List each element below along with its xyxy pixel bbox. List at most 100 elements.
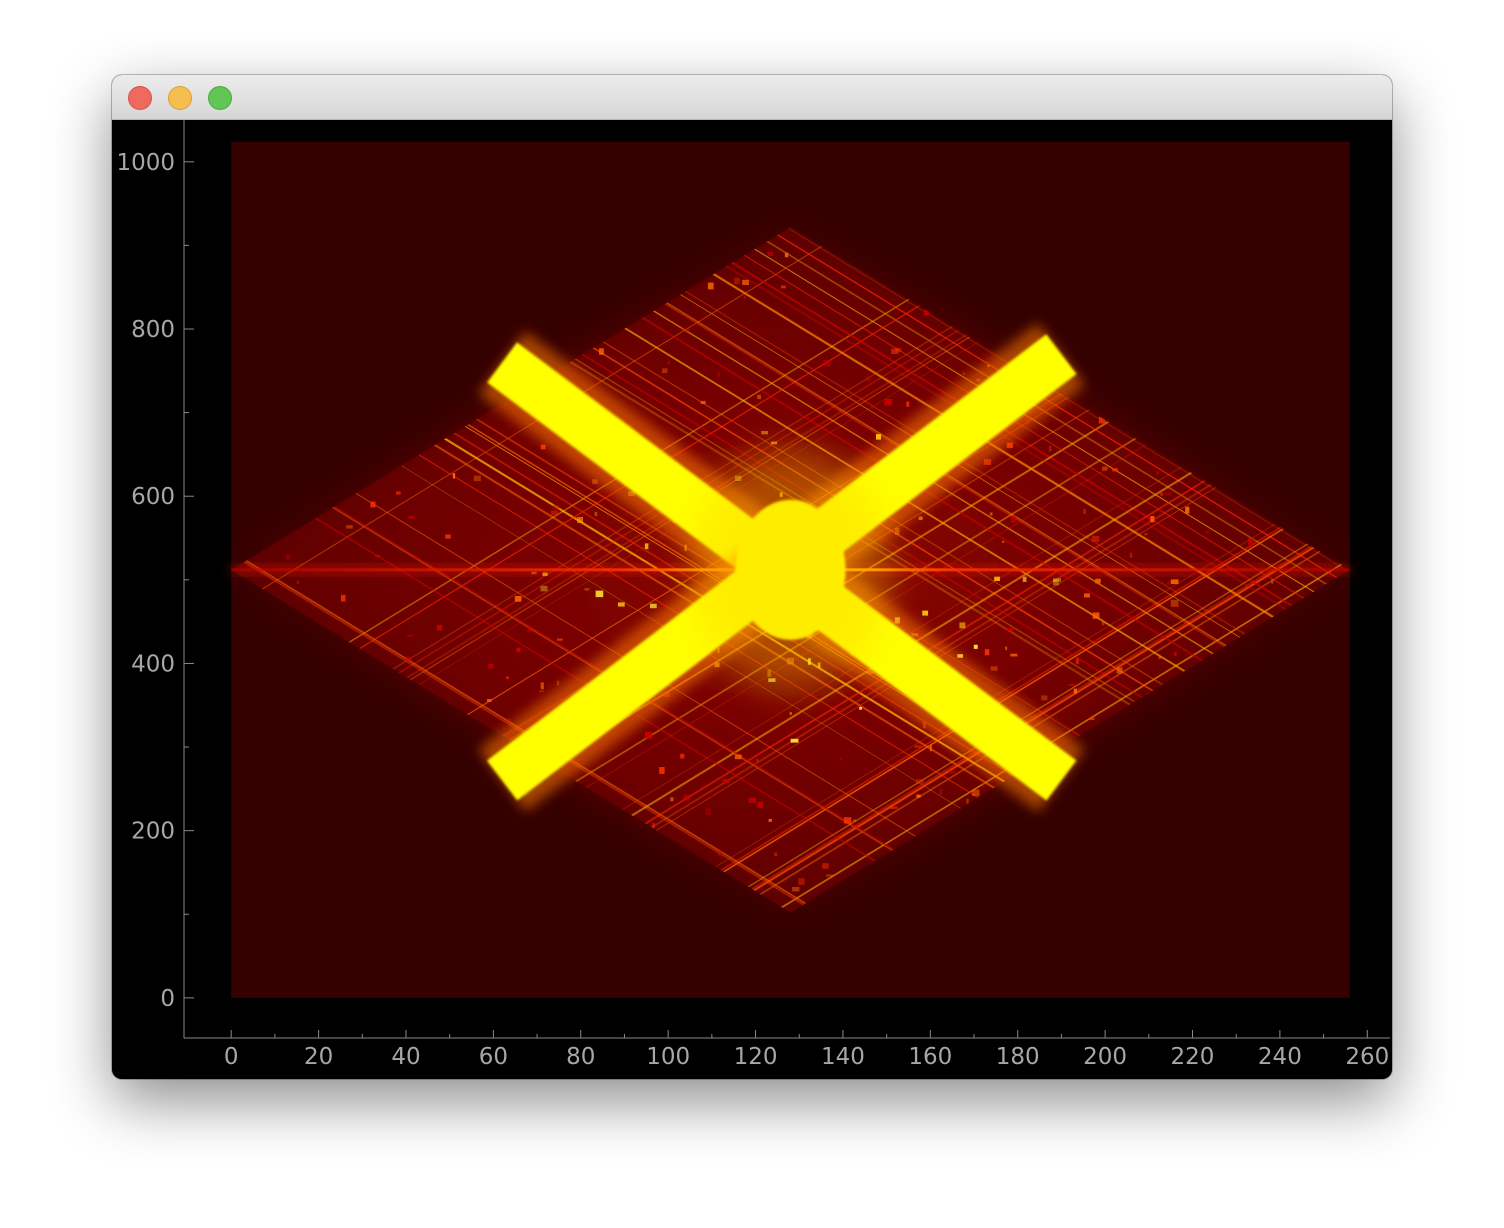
texture-speckle [540,682,544,690]
texture-speckle [1158,655,1162,659]
texture-speckle [375,555,381,558]
texture-speckle [743,295,747,299]
x-tick-label: 240 [1258,1044,1302,1070]
texture-speckle [1091,535,1100,542]
texture-speckle [790,738,799,743]
x-tick-label: 180 [996,1044,1040,1070]
texture-speckle [1022,576,1027,582]
texture-speckle [916,794,921,798]
texture-speckle [894,527,900,535]
texture-speckle [681,328,690,333]
texture-speckle [767,251,774,256]
texture-speckle [1010,653,1018,657]
close-button[interactable] [128,86,152,110]
texture-speckle [452,472,456,479]
texture-speckle [1185,506,1190,514]
texture-speckle [1102,466,1108,471]
texture-speckle [914,745,922,748]
texture-speckle [1271,579,1274,584]
texture-speckle [973,644,978,649]
texture-speckle [876,434,882,440]
texture-speckle [852,819,857,823]
texture-speckle [761,430,768,435]
texture-speckle [889,806,898,809]
texture-speckle [929,745,932,752]
texture-speckle [1083,509,1086,515]
texture-speckle [1156,471,1159,475]
title-bar [112,75,1392,120]
texture-speckle [527,626,532,632]
x-tick-label: 80 [566,1044,595,1070]
texture-speckle [781,285,786,289]
texture-speckle [770,441,778,445]
texture-speckle [705,808,712,815]
texture-speckle [1248,538,1254,546]
texture-speckle [644,543,649,550]
texture-speckle [774,852,778,857]
texture-speckle [1112,468,1118,472]
texture-speckle [891,348,899,355]
texture-speckle [994,576,1000,581]
x-tick-label: 0 [224,1044,239,1070]
x-tick-label: 100 [646,1044,690,1070]
texture-speckle [408,515,415,520]
x-tick-label: 40 [391,1044,420,1070]
texture-speckle [296,580,300,584]
texture-speckle [989,512,993,516]
texture-speckle [756,758,759,762]
texture-speckle [659,766,665,774]
heatmap-image [231,141,1350,998]
texture-speckle [1116,667,1123,674]
texture-speckle [700,400,706,405]
texture-speckle [667,361,670,365]
texture-speckle [784,252,789,258]
texture-speckle [859,706,863,710]
texture-speckle [540,585,548,592]
zoom-button[interactable] [208,86,232,110]
y-tick-label: 600 [131,484,175,510]
x-tick-label: 260 [1345,1044,1389,1070]
texture-speckle [1083,593,1091,598]
y-tick-label: 800 [131,317,175,343]
y-tick-label: 200 [131,819,175,845]
x-tick-label: 120 [734,1044,778,1070]
texture-speckle [939,788,943,796]
texture-speckle [895,347,902,353]
texture-speckle [785,265,788,270]
texture-speckle [734,754,742,760]
texture-speckle [649,603,657,609]
texture-speckle [792,886,800,892]
texture-speckle [982,781,985,788]
texture-speckle [748,797,757,803]
y-tick-label: 1000 [116,150,175,176]
texture-speckle [1006,628,1014,631]
y-tick-label: 400 [131,651,175,677]
x-tick-label: 20 [304,1044,333,1070]
texture-speckle [1160,492,1164,496]
texture-speckle [789,712,792,715]
texture-speckle [662,368,668,374]
texture-speckle [396,491,401,495]
texture-speckle [1053,579,1059,586]
texture-speckle [595,590,604,598]
texture-speckle [1001,540,1005,543]
texture-speckle [984,649,990,656]
texture-speckle [645,731,653,739]
texture-speckle [1205,530,1210,534]
texture-speckle [757,801,764,809]
texture-speckle [414,556,418,560]
app-window: 0 20 40 60 80 100 120 140 160 180 200 220 240 260 0 200… [112,75,1392,1079]
texture-speckle [683,794,690,801]
texture-speckle [507,718,511,721]
texture-speckle [1167,580,1171,585]
texture-speckle [1005,646,1008,651]
x-tick-label: 140 [821,1044,865,1070]
heatmap-plot: 0 20 40 60 80 100 120 140 160 180 200 220 240 260 0 200… [116,120,1390,1070]
texture-speckle [506,676,509,680]
texture-speckle [1089,717,1095,721]
texture-speckle [680,753,685,759]
texture-speckle [959,622,966,629]
minimize-button[interactable] [168,86,192,110]
center-glow [690,449,891,690]
x-tick-label: 60 [479,1044,508,1070]
